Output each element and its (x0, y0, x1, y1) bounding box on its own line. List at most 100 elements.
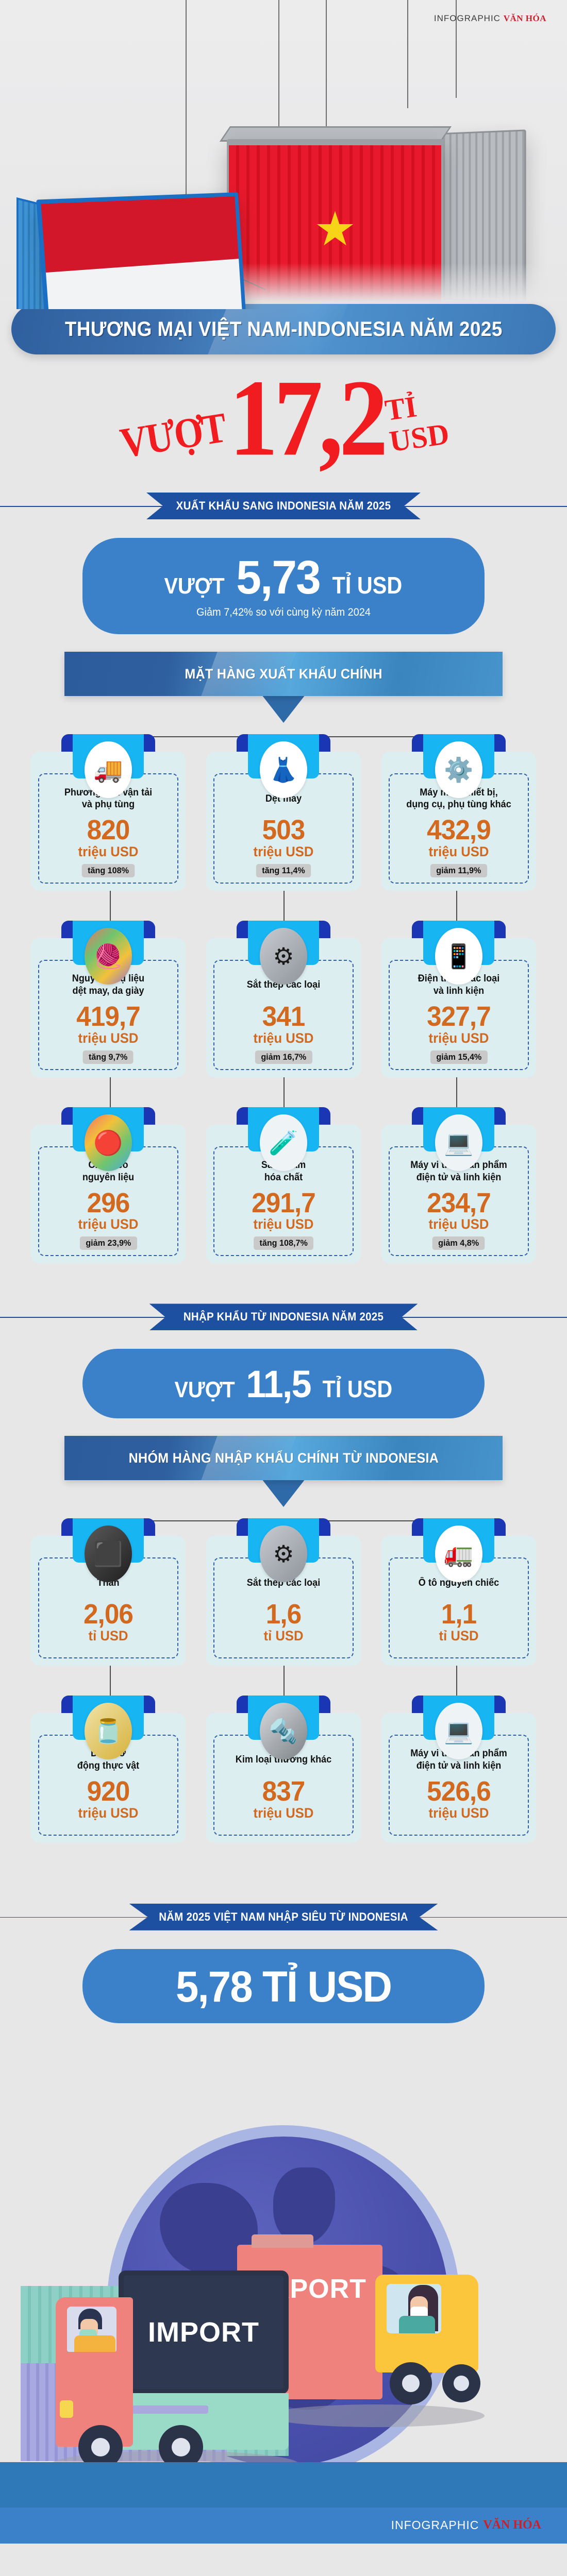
headline-value: 17,2 (229, 358, 388, 479)
export-stems-2 (23, 1077, 544, 1125)
export-banner: MẶT HÀNG XUẤT KHẨU CHÍNH (64, 652, 503, 697)
import-card-unit: triệu USD (428, 1805, 489, 1821)
headline-prefix: VƯỢT (117, 403, 229, 467)
export-card[interactable]: 👗 Dệt may 503 triệu USD tăng 11,4% (206, 734, 361, 891)
import-total-pill: VƯỢT 11,5 TỈ USD (82, 1349, 485, 1419)
export-cards-row-2: 🧶 Nguyên phụ liệu dệt may, da giày 419,7… (0, 921, 567, 1077)
import-pill-value: 11,5 (246, 1363, 311, 1406)
hero-image: INFOGRAPHIC VĂN HÓA (0, 0, 567, 309)
export-card-value: 327,7 (427, 1001, 491, 1032)
import-stems-1 (23, 1666, 544, 1714)
export-pill-prefix: VƯỢT (164, 573, 225, 599)
export-card-value: 419,7 (76, 1001, 141, 1032)
yarn-balls-icon: 🧶 (85, 928, 132, 985)
chemicals-icon: 🧪 (260, 1114, 307, 1171)
smartphone-icon: 📱 (435, 928, 482, 985)
import-card[interactable]: 🫙 Dầu mỡ động thực vật 920 triệu USD (31, 1696, 186, 1843)
import-card-value: 1,1 (441, 1599, 477, 1630)
deficit-pill: 5,78 TỈ USD (82, 1948, 485, 2023)
down-arrow-icon (262, 1479, 305, 1507)
import-card[interactable]: 🚛 Ô tô nguyên chiếc 1,1 tỉ USD (381, 1518, 536, 1666)
export-card-unit: triệu USD (78, 1216, 139, 1232)
import-label: IMPORT (148, 2316, 259, 2348)
import-cards-row-2: 🫙 Dầu mỡ động thực vật 920 triệu USD 🔩 K… (0, 1696, 567, 1843)
export-banner-title: MẶT HÀNG XUẤT KHẨU CHÍNH (185, 666, 382, 682)
laptop-icon: 💻 (435, 1703, 482, 1760)
export-card[interactable]: 🧪 Sản phẩm hóa chất 291,7 triệu USD tăng… (206, 1107, 361, 1264)
truck-wheel (159, 2425, 203, 2469)
truck-wheel (390, 2362, 432, 2404)
brand-name: VĂN HÓA (503, 13, 546, 23)
metal-ingots-icon: 🔩 (260, 1703, 307, 1760)
coal-icon: ⬛ (85, 1526, 132, 1583)
brand-prefix: INFOGRAPHIC (433, 13, 501, 23)
export-card-unit: triệu USD (253, 1216, 314, 1232)
export-banner-wrap: MẶT HÀNG XUẤT KHẨU CHÍNH (0, 634, 567, 723)
crane-cable (407, 0, 408, 108)
import-card[interactable]: 🔩 Kim loại thường khác 837 triệu USD (206, 1696, 361, 1843)
export-total-pill: VƯỢT 5,73 TỈ USD Giảm 7,42% so với cùng … (82, 538, 485, 635)
export-card[interactable]: 📱 Điện thoại các loại và linh kiện 327,7… (381, 921, 536, 1077)
export-cards-row-3: 🔴 Chất dẻo nguyên liệu 296 triệu USD giả… (0, 1107, 567, 1264)
footer-brand-prefix: INFOGRAPHIC (391, 2518, 479, 2532)
truck-wheel (78, 2425, 123, 2469)
export-card-value: 503 (262, 815, 306, 846)
import-pill-wrap: VƯỢT 11,5 TỈ USD (0, 1340, 567, 1419)
export-card-unit: triệu USD (428, 1030, 489, 1046)
headline-stamp: VƯỢT 17,2 TỈ USD (0, 354, 567, 483)
export-card-unit: triệu USD (78, 1030, 139, 1046)
export-card[interactable]: ⚙ Sắt thép các loại 341 triệu USD giảm 1… (206, 921, 361, 1077)
import-truck-cab (56, 2297, 133, 2447)
indonesia-flag-container (36, 192, 247, 309)
export-card[interactable]: 🧶 Nguyên phụ liệu dệt may, da giày 419,7… (31, 921, 186, 1077)
import-card-value: 1,6 (265, 1599, 302, 1630)
export-card-change: giảm 15,4% (430, 1050, 488, 1064)
import-card-unit: tỉ USD (263, 1628, 304, 1644)
import-card-unit: triệu USD (78, 1805, 139, 1821)
import-ribbon-row: NHẬP KHẨU TỪ INDONESIA NĂM 2025 (0, 1294, 567, 1340)
crane-cable (186, 0, 187, 216)
import-card-unit: tỉ USD (439, 1628, 479, 1644)
export-card[interactable]: 💻 Máy vi tính, sản phẩm điện tử và linh … (381, 1107, 536, 1264)
bottom-illustration: EXPORT IMPORT (0, 2043, 567, 2507)
import-card[interactable]: ⬛ Than 2,06 tỉ USD (31, 1518, 186, 1666)
main-title-bar: THƯƠNG MẠI VIỆT NAM-INDONESIA NĂM 2025 (11, 304, 556, 354)
import-truck: IMPORT (41, 2270, 309, 2478)
export-card[interactable]: ⚙️ Máy móc, thiết bị, dụng cụ, phụ tùng … (381, 734, 536, 891)
export-card-unit: triệu USD (78, 844, 139, 860)
export-cards-row-1: 🚚 Phương tiện vận tải và phụ tùng 820 tr… (0, 734, 567, 891)
clothes-rack-icon: 👗 (260, 741, 307, 799)
export-pill-unit: TỈ USD (332, 572, 403, 599)
import-card[interactable]: 💻 Máy vi tính, sản phẩm điện tử và linh … (381, 1696, 536, 1843)
export-card-value: 296 (87, 1187, 130, 1218)
crane-cable (456, 0, 457, 98)
footer-brand-name: VĂN HÓA (483, 2518, 541, 2532)
driver-window (67, 2306, 116, 2352)
crane-cable (326, 0, 327, 129)
oil-bottles-icon: 🫙 (85, 1703, 132, 1760)
brand-logo-top: INFOGRAPHIC VĂN HÓA (434, 13, 546, 24)
export-card-change: giảm 23,9% (79, 1236, 137, 1250)
steel-gear-icon: ⚙ (260, 928, 307, 985)
export-card[interactable]: 🔴 Chất dẻo nguyên liệu 296 triệu USD giả… (31, 1107, 186, 1264)
truck-icon: 🚚 (85, 741, 132, 799)
driver-window (387, 2283, 441, 2333)
export-card-change: giảm 4,8% (432, 1236, 485, 1250)
water-band (0, 2462, 567, 2507)
export-card-change: giảm 16,7% (255, 1050, 312, 1064)
crane-cable (278, 0, 279, 155)
export-card[interactable]: 🚚 Phương tiện vận tải và phụ tùng 820 tr… (31, 734, 186, 891)
export-pill-value: 5,73 (236, 551, 321, 604)
import-card[interactable]: ⚙ Sắt thép các loại 1,6 tỉ USD (206, 1518, 361, 1666)
export-card-value: 234,7 (427, 1187, 491, 1218)
footer-bar: INFOGRAPHIC VĂN HÓA (0, 2507, 567, 2544)
export-card-unit: triệu USD (428, 844, 489, 860)
export-card-change: tăng 108,7% (253, 1236, 314, 1250)
import-banner-wrap: NHÓM HÀNG NHẬP KHẨU CHÍNH TỪ INDONESIA (0, 1418, 567, 1507)
import-banner: NHÓM HÀNG NHẬP KHẨU CHÍNH TỪ INDONESIA (64, 1436, 503, 1481)
export-card-value: 341 (262, 1001, 306, 1032)
import-card-value: 837 (262, 1776, 306, 1807)
import-banner-title: NHÓM HÀNG NHẬP KHẨU CHÍNH TỪ INDONESIA (128, 1450, 439, 1466)
import-cargo-box: IMPORT (119, 2270, 289, 2394)
